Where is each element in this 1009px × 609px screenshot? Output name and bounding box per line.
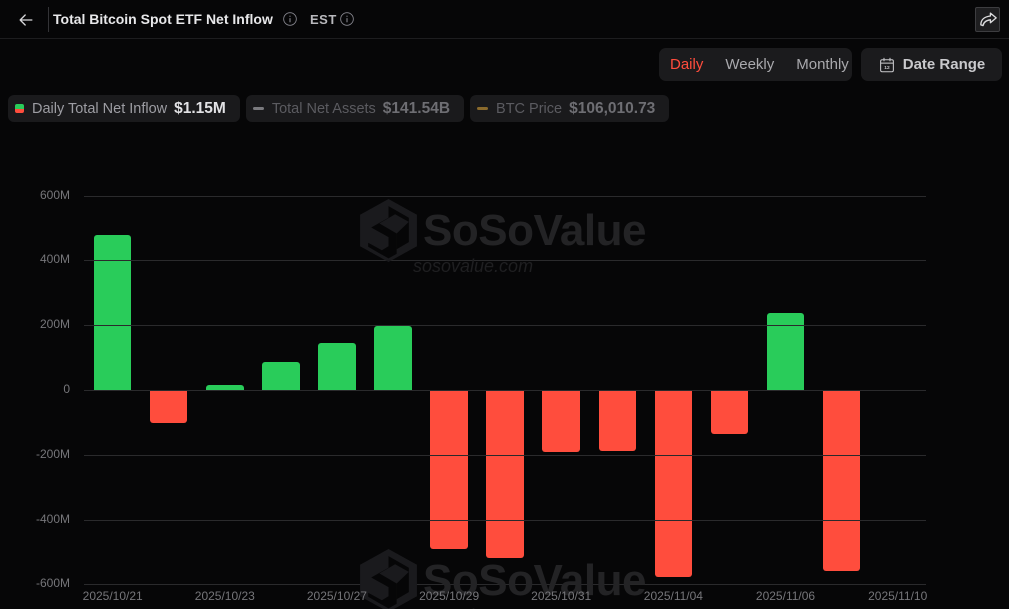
- svg-text:12: 12: [884, 64, 890, 70]
